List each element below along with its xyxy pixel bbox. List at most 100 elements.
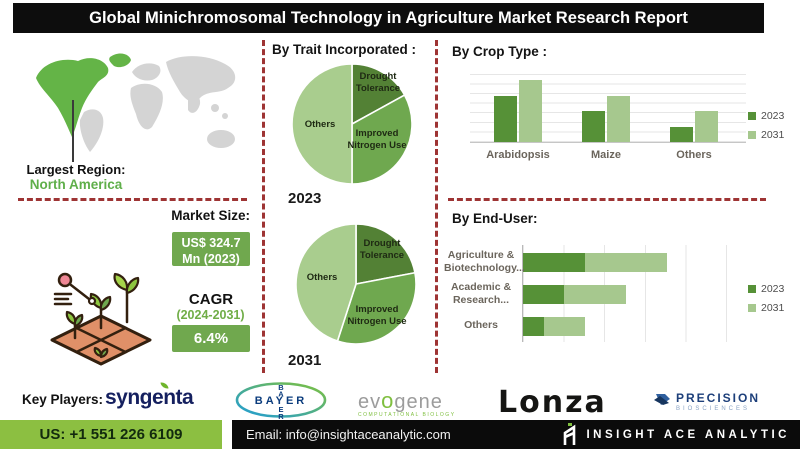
bayer-ellipse bbox=[235, 382, 327, 418]
crop-category-arabidopsis: Arabidopsis bbox=[486, 149, 550, 161]
evogene-wordmark-pre: ev bbox=[358, 391, 382, 413]
enduser-bar-Agriculture & Biotechnology...-2031 bbox=[584, 253, 667, 272]
bayer-letter: R bbox=[278, 412, 284, 421]
divider-mid-left bbox=[262, 40, 265, 373]
pie-slice-label-nitrogen-2023: Improved Nitrogen Use bbox=[347, 128, 407, 152]
map-greenland-highlight bbox=[109, 53, 131, 68]
trait-section-title: By Trait Incorporated : bbox=[272, 42, 417, 57]
world-map bbox=[36, 53, 236, 152]
evogene-wordmark-post: gene bbox=[394, 391, 443, 413]
precision-logo: PRECISION BIOSCIENCES bbox=[652, 392, 760, 412]
map-africa bbox=[130, 83, 163, 130]
legend-item-2023: 2023 bbox=[748, 110, 784, 122]
pie-slice bbox=[351, 94, 413, 185]
region-pointer-line bbox=[72, 100, 74, 162]
enduser-bar-Agriculture & Biotechnology...-2023 bbox=[523, 253, 585, 272]
pie-chart-2031: Drought Tolerance Improved Nitrogen Use … bbox=[294, 222, 418, 346]
pie-slice bbox=[291, 63, 353, 185]
crop-category-maize: Maize bbox=[591, 149, 621, 161]
crop-category-others: Others bbox=[676, 149, 712, 161]
legend-label-2023: 2023 bbox=[761, 110, 785, 122]
footer-phone-box: US: +1 551 226 6109 bbox=[0, 420, 222, 449]
market-size-label: Market Size: bbox=[171, 208, 250, 223]
map-sea-island bbox=[211, 104, 219, 112]
report-title-bar: Global Minichromosomal Technology in Agr… bbox=[13, 3, 764, 33]
lonza-logo: Lonza bbox=[498, 385, 607, 420]
enduser-category-academic: Academic & Research... bbox=[450, 281, 512, 307]
enduser-bar-chart bbox=[522, 245, 749, 342]
evogene-logo: evogene COMPUTATIONAL BIOLOGY bbox=[358, 388, 456, 418]
crop-bar-Arabidopsis-2023 bbox=[494, 95, 517, 142]
map-india bbox=[188, 95, 201, 113]
key-players-label: Key Players: bbox=[22, 392, 104, 407]
crop-bar-Others-2023 bbox=[670, 126, 693, 142]
largest-region-label: Largest Region: bbox=[26, 162, 126, 177]
pie-slice-label-drought-2031: Drought Tolerance bbox=[359, 238, 405, 262]
legend-item-2031: 2031 bbox=[748, 129, 784, 141]
precision-knot-icon bbox=[654, 394, 670, 405]
enduser-section-title: By End-User: bbox=[452, 211, 538, 226]
pie-year-2031: 2031 bbox=[288, 352, 322, 369]
map-north-america-highlight bbox=[36, 58, 109, 138]
enduser-category-others: Others bbox=[464, 319, 498, 331]
crop-legend: 2023 2031 bbox=[748, 110, 784, 141]
divider-left bbox=[18, 198, 247, 201]
legend-swatch-2031 bbox=[748, 304, 756, 312]
legend-label-2023: 2023 bbox=[761, 283, 785, 295]
bayer-letter: E bbox=[278, 405, 283, 414]
enduser-category-agriculture: Agriculture & Biotechnology... bbox=[444, 249, 525, 275]
crop-section-title: By Crop Type : bbox=[452, 44, 548, 59]
cagr-value: 6.4% bbox=[172, 325, 250, 352]
pie-slice-label-drought-2023: Drought Tolerance bbox=[355, 71, 401, 95]
enduser-legend: 2023 2031 bbox=[748, 283, 784, 314]
crop-bar-Arabidopsis-2031 bbox=[519, 80, 542, 142]
enduser-bar-Others-2023 bbox=[523, 317, 544, 336]
enduser-bar-Academic & Research...-2031 bbox=[564, 285, 626, 304]
map-asia bbox=[166, 56, 236, 102]
enduser-bar-Others-2031 bbox=[543, 317, 585, 336]
map-south-america bbox=[79, 109, 104, 152]
precision-subtitle: BIOSCIENCES bbox=[676, 406, 751, 412]
pie-slice-label-others-2031: Others bbox=[306, 272, 338, 283]
legend-label-2031: 2031 bbox=[761, 302, 785, 314]
precision-wordmark: PRECISION bbox=[676, 391, 761, 405]
cagr-period: (2024-2031) bbox=[176, 308, 245, 322]
footer-phone: US: +1 551 226 6109 bbox=[39, 426, 183, 443]
insight-ace-a-icon bbox=[564, 423, 576, 445]
pie-slice-label-others-2023: Others bbox=[304, 119, 336, 130]
map-europe bbox=[132, 63, 161, 81]
crop-bar-chart bbox=[470, 65, 746, 143]
crop-bar-Others-2031 bbox=[695, 111, 718, 142]
evogene-o-icon: o bbox=[381, 388, 395, 413]
map-sea-island2 bbox=[222, 113, 228, 119]
divider-right bbox=[448, 198, 766, 201]
pie-slice bbox=[295, 223, 357, 343]
bayer-letter: B bbox=[278, 383, 284, 392]
report-title: Global Minichromosomal Technology in Agr… bbox=[89, 8, 688, 27]
evogene-tagline: COMPUTATIONAL BIOLOGY bbox=[358, 412, 456, 418]
legend-label-2031: 2031 bbox=[761, 129, 785, 141]
divider-mid-right bbox=[435, 40, 438, 373]
footer-bar: Email: info@insightaceanalytic.com INSIG… bbox=[232, 420, 800, 449]
footer-email[interactable]: Email: info@insightaceanalytic.com bbox=[246, 427, 451, 442]
pie-slice bbox=[351, 63, 406, 126]
crop-bar-Maize-2031 bbox=[607, 95, 630, 142]
legend-item-2023: 2023 bbox=[748, 283, 784, 295]
legend-swatch-2031 bbox=[748, 131, 756, 139]
map-australia bbox=[207, 130, 235, 148]
enduser-bar-Academic & Research...-2023 bbox=[523, 285, 565, 304]
pie-slice-label-nitrogen-2031: Improved Nitrogen Use bbox=[347, 304, 407, 328]
bayer-letter: A bbox=[278, 390, 284, 399]
legend-swatch-2023 bbox=[748, 285, 756, 293]
bayer-wordmark-horizontal: BAYER bbox=[255, 395, 308, 407]
legend-swatch-2023 bbox=[748, 112, 756, 120]
cagr-label: CAGR bbox=[188, 291, 234, 308]
market-size-value: US$ 324.7 Mn (2023) bbox=[172, 232, 250, 266]
syngenta-wordmark: syngenta bbox=[105, 386, 194, 409]
crop-bar-Maize-2023 bbox=[582, 111, 605, 142]
syngenta-logo: syngenta bbox=[105, 381, 194, 410]
legend-item-2031: 2031 bbox=[748, 302, 784, 314]
pie-slice bbox=[336, 271, 417, 345]
